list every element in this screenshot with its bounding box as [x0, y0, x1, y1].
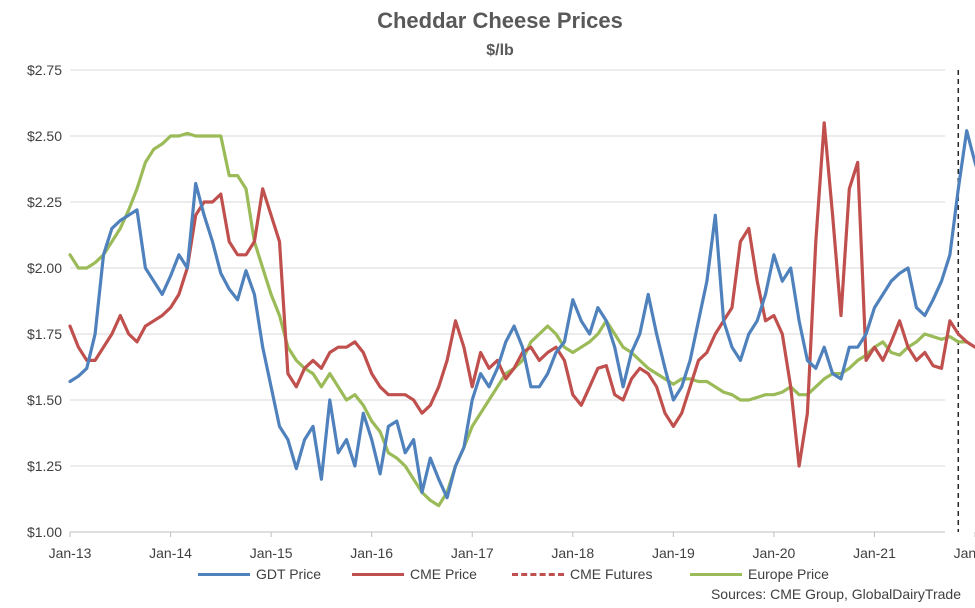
y-tick-label: $1.25	[27, 458, 62, 474]
y-tick-label: $2.50	[27, 128, 62, 144]
x-tick-label: Jan-16	[350, 545, 393, 561]
legend-swatch-cme-futures	[512, 572, 564, 576]
y-tick-label: $2.75	[27, 62, 62, 78]
legend-label-cme-price: CME Price	[410, 566, 477, 582]
chart-subtitle: $/lb	[486, 42, 514, 59]
legend-swatch-gdt-price	[198, 572, 250, 576]
chart-source-note: Sources: CME Group, GlobalDairyTrade	[710, 586, 961, 602]
x-tick-label: Jan-21	[853, 545, 896, 561]
x-tick-label: Jan-22	[954, 545, 975, 561]
chart-legend: GDT Price CME Price CME Futures Europe P…	[0, 566, 975, 586]
x-tick-label: Jan-13	[49, 545, 92, 561]
legend-item-cme-price: CME Price	[352, 566, 477, 582]
legend-swatch-cme-price	[352, 572, 404, 576]
legend-label-europe-price: Europe Price	[748, 566, 829, 582]
x-tick-label: Jan-14	[149, 545, 192, 561]
y-tick-label: $1.50	[27, 392, 62, 408]
series-line-cme-futures	[965, 340, 975, 349]
series-line-gdt-price	[68, 129, 975, 500]
legend-item-gdt-price: GDT Price	[198, 566, 321, 582]
legend-label-cme-futures: CME Futures	[570, 566, 653, 582]
y-tick-label: $2.25	[27, 194, 62, 210]
x-tick-label: Jan-20	[753, 545, 796, 561]
y-tick-label: $1.75	[27, 326, 62, 342]
series-line-europe-price	[68, 131, 969, 508]
x-tick-label: Jan-15	[250, 545, 293, 561]
legend-swatch-europe-price	[690, 572, 742, 576]
y-tick-label: $1.00	[27, 524, 62, 540]
x-tick-label: Jan-19	[652, 545, 695, 561]
y-tick-label: $2.00	[27, 260, 62, 276]
chart-title: Cheddar Cheese Prices	[377, 8, 623, 33]
legend-label-gdt-price: GDT Price	[256, 566, 322, 582]
legend-item-europe-price: Europe Price	[690, 566, 829, 582]
x-tick-label: Jan-17	[451, 545, 494, 561]
series-line-cme-price	[68, 121, 969, 468]
x-tick-label: Jan-18	[551, 545, 594, 561]
legend-item-cme-futures: CME Futures	[512, 566, 652, 582]
